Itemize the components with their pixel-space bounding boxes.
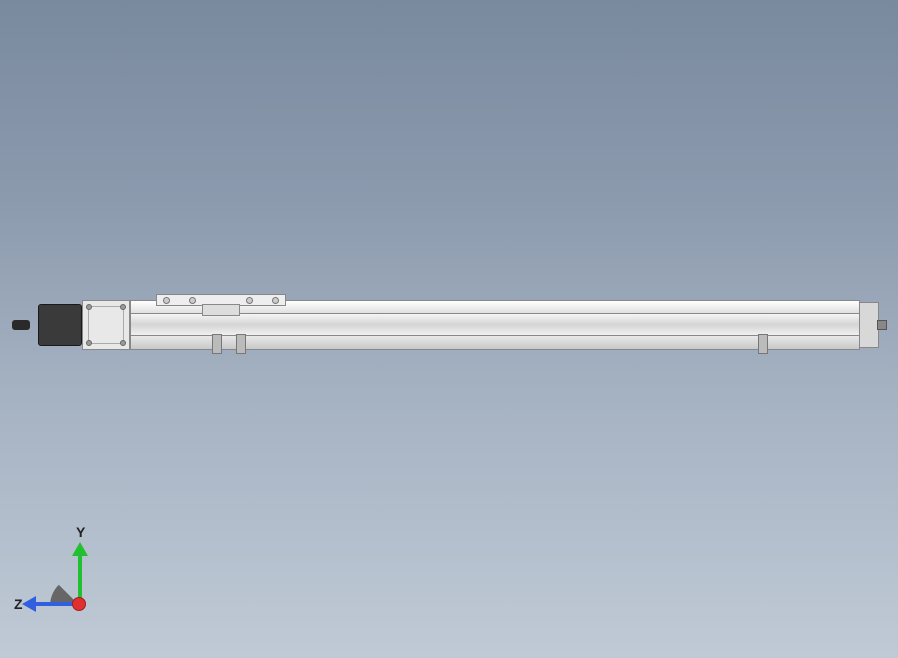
support-bracket — [236, 334, 246, 354]
motor-connector — [12, 320, 30, 330]
rail-profile-mid — [130, 314, 860, 336]
mounting-hole-icon — [272, 297, 279, 304]
y-axis-arrow-icon — [72, 542, 88, 556]
mounting-hole-icon — [246, 297, 253, 304]
screw-icon — [86, 340, 92, 346]
model-assembly[interactable] — [12, 294, 887, 356]
motor-mount-plate — [82, 300, 130, 350]
support-bracket — [758, 334, 768, 354]
y-axis-label: Y — [76, 524, 85, 540]
cad-viewport[interactable]: Y Z — [0, 0, 898, 658]
rail-end-cap — [859, 302, 879, 348]
mounting-hole-icon — [189, 297, 196, 304]
end-shaft — [877, 320, 887, 330]
x-axis-origin-dot — [72, 597, 86, 611]
support-bracket — [212, 334, 222, 354]
screw-icon — [120, 304, 126, 310]
z-axis-arrow-icon — [22, 596, 36, 612]
mounting-hole-icon — [163, 297, 170, 304]
axis-triad[interactable]: Y Z — [28, 526, 108, 606]
screw-icon — [86, 304, 92, 310]
y-axis-line — [78, 553, 82, 598]
carriage-block — [202, 304, 240, 316]
screw-icon — [120, 340, 126, 346]
z-axis-label: Z — [14, 596, 23, 612]
motor-body — [38, 304, 82, 346]
